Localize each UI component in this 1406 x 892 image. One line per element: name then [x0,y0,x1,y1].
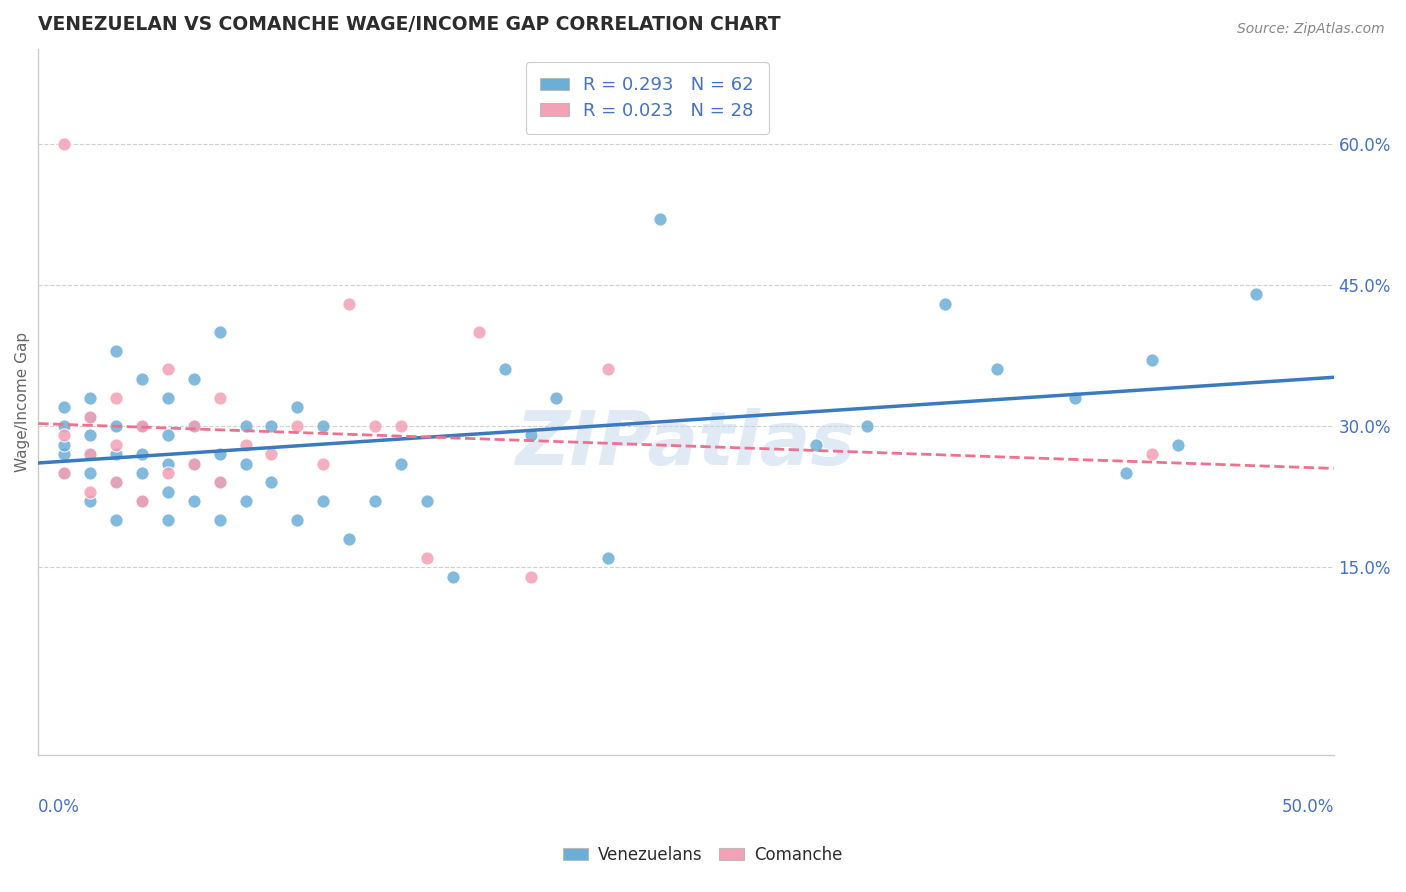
Point [364,418,387,433]
Point [105,475,128,490]
Point [519,428,541,442]
Point [467,325,489,339]
Point [260,418,283,433]
Point [986,362,1008,376]
Point [208,325,231,339]
Point [79,484,101,499]
Point [337,296,360,310]
Point [79,391,101,405]
Point [648,211,671,226]
Text: 50.0%: 50.0% [1281,797,1334,815]
Point [312,494,335,508]
Point [131,494,153,508]
Point [183,457,205,471]
Point [337,532,360,546]
Point [598,362,620,376]
Point [287,400,309,414]
Point [546,391,568,405]
Point [1244,287,1267,301]
Point [1142,353,1164,368]
Point [53,466,76,480]
Point [416,550,439,565]
Point [53,400,76,414]
Point [235,438,257,452]
Point [79,409,101,424]
Point [1115,466,1137,480]
Point [183,418,205,433]
Point [235,494,257,508]
Point [260,475,283,490]
Point [156,513,179,527]
Point [1167,438,1189,452]
Text: ZIPatlas: ZIPatlas [516,409,856,482]
Point [79,447,101,461]
Text: VENEZUELAN VS COMANCHE WAGE/INCOME GAP CORRELATION CHART: VENEZUELAN VS COMANCHE WAGE/INCOME GAP C… [38,15,780,34]
Point [131,372,153,386]
Point [53,136,76,151]
Point [131,418,153,433]
Point [364,494,387,508]
Point [53,438,76,452]
Point [105,418,128,433]
Point [235,418,257,433]
Point [105,475,128,490]
Point [183,494,205,508]
Point [312,418,335,433]
Point [208,513,231,527]
Point [208,447,231,461]
Point [441,569,464,583]
Point [79,409,101,424]
Point [287,418,309,433]
Point [183,457,205,471]
Point [208,475,231,490]
Text: Source: ZipAtlas.com: Source: ZipAtlas.com [1237,22,1385,37]
Point [79,447,101,461]
Point [856,418,879,433]
Point [156,484,179,499]
Point [53,466,76,480]
Point [1063,391,1085,405]
Point [183,372,205,386]
Y-axis label: Wage/Income Gap: Wage/Income Gap [15,333,30,473]
Point [494,362,516,376]
Point [53,418,76,433]
Point [105,513,128,527]
Point [208,475,231,490]
Point [156,428,179,442]
Point [131,447,153,461]
Point [1142,447,1164,461]
Point [156,457,179,471]
Point [131,418,153,433]
Point [131,494,153,508]
Point [105,438,128,452]
Point [53,428,76,442]
Point [131,466,153,480]
Point [416,494,439,508]
Point [79,466,101,480]
Point [235,457,257,471]
Point [208,391,231,405]
Point [519,569,541,583]
Point [389,418,412,433]
Point [105,391,128,405]
Point [804,438,827,452]
Point [156,362,179,376]
Point [598,550,620,565]
Point [183,418,205,433]
Point [79,494,101,508]
Point [287,513,309,527]
Text: 0.0%: 0.0% [38,797,80,815]
Point [156,466,179,480]
Point [53,447,76,461]
Point [934,296,956,310]
Point [105,343,128,358]
Legend: R = 0.293   N = 62, R = 0.023   N = 28: R = 0.293 N = 62, R = 0.023 N = 28 [526,62,769,134]
Point [105,447,128,461]
Point [79,428,101,442]
Legend: Venezuelans, Comanche: Venezuelans, Comanche [557,839,849,871]
Point [156,391,179,405]
Point [389,457,412,471]
Point [312,457,335,471]
Point [260,447,283,461]
